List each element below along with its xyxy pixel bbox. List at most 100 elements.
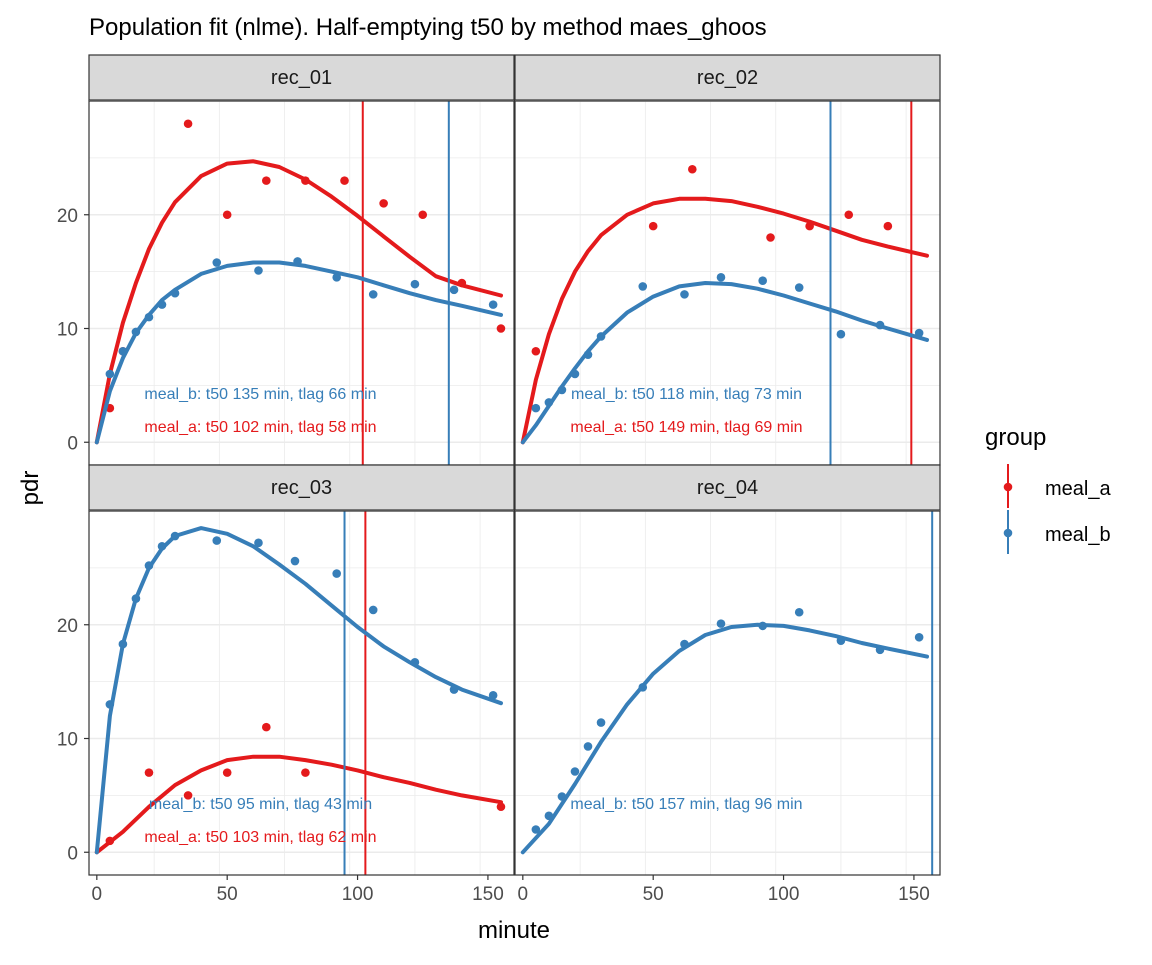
data-point-rec-02-meal-a	[766, 233, 775, 242]
data-point-rec-04-meal-b	[680, 639, 689, 649]
strip-rec-02	[514, 54, 941, 101]
legend-label-meal-a: meal_a	[1045, 478, 1111, 500]
data-point-rec-03-meal-a	[144, 768, 154, 777]
data-point-rec-03-meal-a	[105, 836, 115, 846]
data-point-rec-03-meal-b	[105, 700, 115, 709]
data-point-rec-02-meal-a	[844, 210, 854, 220]
annotation-rec-04-meal-b: meal_b: t50 157 min, tlag 96 min	[570, 796, 802, 813]
data-point-rec-01-meal-b	[449, 285, 459, 295]
data-point-rec-01-meal-b	[368, 290, 378, 299]
fit-line-rec-02-meal-a	[520, 196, 929, 445]
fit-line-rec-04-meal-b	[520, 622, 929, 855]
data-point-rec-04-meal-b	[557, 792, 567, 801]
data-point-rec-04-meal-b	[531, 825, 541, 834]
strip-label-rec-02: rec_02	[697, 67, 758, 89]
data-point-rec-02-meal-b	[758, 276, 767, 286]
data-point-rec-03-meal-b	[254, 538, 263, 548]
data-point-rec-01-meal-b	[212, 258, 222, 267]
y-tick-label-rec-01: 10	[57, 320, 78, 341]
x-axis-title: minute	[478, 917, 550, 944]
data-point-rec-04-meal-b	[544, 811, 554, 821]
data-point-rec-01-meal-b	[157, 300, 167, 309]
data-point-rec-01-meal-b	[131, 327, 141, 337]
annotation-rec-01-meal-b: meal_b: t50 135 min, tlag 66 min	[144, 386, 376, 403]
data-point-rec-03-meal-b	[144, 561, 154, 570]
data-point-rec-01-meal-a	[418, 210, 428, 220]
data-point-rec-02-meal-b	[583, 350, 593, 359]
data-point-rec-02-meal-b	[596, 332, 606, 341]
strip-rec-04	[514, 464, 941, 511]
data-point-rec-01-meal-b	[488, 300, 498, 309]
y-tick-label-rec-01: 0	[67, 433, 78, 454]
data-point-rec-01-meal-a	[222, 210, 232, 220]
panel-rec-03: rec_03 meal_a: t50 103 min, tlag 62 min me…	[57, 464, 515, 905]
data-point-rec-03-meal-b	[368, 605, 378, 615]
data-point-rec-02-meal-a	[531, 346, 541, 356]
data-point-rec-03-meal-a	[183, 791, 193, 800]
data-point-rec-04-meal-b	[583, 742, 593, 751]
data-point-rec-01-meal-a	[301, 176, 310, 185]
chart-title: Population fit (nlme). Half-emptying t50…	[89, 14, 767, 41]
panel-rec-04: rec_04 meal_b: t50 157 min, tlag 96 min 0 5…	[514, 464, 941, 905]
data-point-rec-03-meal-b	[488, 690, 498, 700]
strip-rec-01	[88, 54, 515, 101]
data-point-rec-03-meal-a	[301, 768, 310, 777]
y-tick-label-rec-01: 20	[57, 206, 78, 227]
data-point-rec-04-meal-b	[836, 636, 846, 645]
annotation-rec-03-meal-a: meal_a: t50 103 min, tlag 62 min	[144, 829, 376, 846]
data-point-rec-02-meal-b	[836, 329, 846, 339]
data-point-rec-01-meal-a	[183, 119, 193, 129]
panel-rec-02: rec_02 meal_a: t50 149 min, tlag 69 min me…	[514, 54, 941, 466]
data-point-rec-03-meal-b	[170, 531, 180, 541]
data-point-rec-03-meal-b	[449, 685, 459, 694]
data-point-rec-03-meal-b	[212, 536, 222, 545]
data-point-rec-04-meal-b	[914, 632, 924, 642]
panel-bg-rec-01	[89, 101, 514, 465]
panel-border-rec-04	[514, 510, 941, 876]
annotation-rec-02-meal-a: meal_a: t50 149 min, tlag 69 min	[570, 419, 802, 436]
panel-border-rec-03	[88, 510, 515, 876]
strip-label-rec-04: rec_04	[697, 477, 758, 499]
data-point-rec-01-meal-b	[293, 257, 302, 266]
x-tick-label-rec-04: 50	[643, 884, 664, 905]
data-point-rec-01-meal-b	[144, 312, 154, 322]
fit-line-rec-01-meal-a	[94, 159, 503, 445]
data-point-rec-02-meal-b	[875, 320, 885, 330]
data-point-rec-04-meal-b	[570, 767, 580, 776]
data-point-rec-02-meal-b	[531, 403, 541, 413]
data-point-rec-03-meal-b	[410, 657, 420, 667]
data-point-rec-04-meal-b	[596, 718, 606, 727]
data-point-rec-02-meal-a	[883, 221, 893, 231]
data-point-rec-03-meal-a	[496, 802, 506, 812]
data-point-rec-02-meal-b	[716, 273, 726, 282]
x-tick-label-rec-03: 0	[92, 884, 103, 905]
y-tick-label-rec-03: 20	[57, 616, 78, 637]
x-tick-label-rec-04: 100	[768, 884, 800, 905]
data-point-rec-03-meal-a	[222, 768, 232, 777]
data-point-rec-01-meal-a	[340, 176, 349, 185]
legend-title: group	[985, 424, 1046, 451]
data-point-rec-02-meal-a	[688, 164, 697, 174]
data-point-rec-02-meal-b	[638, 282, 648, 291]
data-point-rec-01-meal-a	[457, 278, 467, 288]
data-point-rec-01-meal-b	[118, 346, 128, 356]
x-tick-label-rec-03: 150	[472, 884, 504, 905]
data-point-rec-03-meal-b	[157, 541, 167, 551]
data-point-rec-04-meal-b	[758, 621, 767, 631]
panel-bg-rec-04	[515, 511, 940, 875]
x-tick-label-rec-03: 100	[342, 884, 374, 905]
data-point-rec-03-meal-b	[290, 556, 300, 566]
data-point-rec-02-meal-a	[648, 221, 658, 231]
x-tick-label-rec-04: 150	[898, 884, 930, 905]
data-point-rec-03-meal-b	[131, 594, 141, 603]
data-point-rec-02-meal-b	[544, 398, 554, 407]
data-point-rec-02-meal-b	[794, 283, 804, 292]
annotation-rec-01-meal-a: meal_a: t50 102 min, tlag 58 min	[144, 419, 376, 436]
data-point-rec-01-meal-b	[170, 288, 180, 298]
legend-key-point-meal-b	[1003, 528, 1013, 538]
legend-label-meal-b: meal_b	[1045, 524, 1111, 546]
data-point-rec-02-meal-b	[680, 290, 689, 299]
data-point-rec-04-meal-b	[716, 619, 726, 628]
data-point-rec-02-meal-b	[914, 328, 924, 338]
